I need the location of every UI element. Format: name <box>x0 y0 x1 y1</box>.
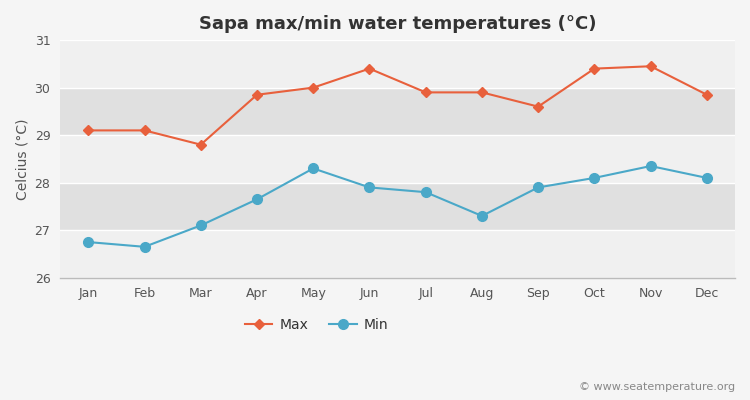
Text: © www.seatemperature.org: © www.seatemperature.org <box>579 382 735 392</box>
Bar <box>60 88 735 135</box>
Bar <box>60 183 735 230</box>
Title: Sapa max/min water temperatures (°C): Sapa max/min water temperatures (°C) <box>199 15 596 33</box>
Bar <box>60 40 735 88</box>
Bar <box>60 230 735 278</box>
Bar <box>60 135 735 183</box>
Legend: Max, Min: Max, Min <box>239 312 394 337</box>
Y-axis label: Celcius (°C): Celcius (°C) <box>15 118 29 200</box>
